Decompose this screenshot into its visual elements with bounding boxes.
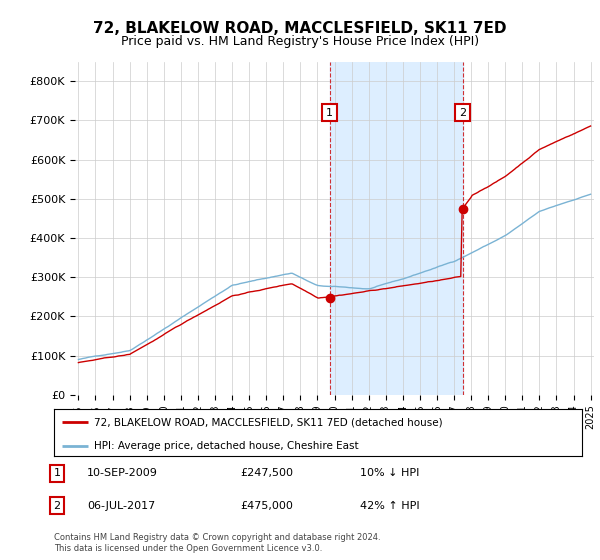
Text: 1: 1 [53, 468, 61, 478]
Text: 2: 2 [53, 501, 61, 511]
Text: 10-SEP-2009: 10-SEP-2009 [87, 468, 158, 478]
Text: 72, BLAKELOW ROAD, MACCLESFIELD, SK11 7ED (detached house): 72, BLAKELOW ROAD, MACCLESFIELD, SK11 7E… [94, 417, 442, 427]
Text: 10% ↓ HPI: 10% ↓ HPI [360, 468, 419, 478]
Bar [330, 62, 463, 395]
Text: Contains HM Land Registry data © Crown copyright and database right 2024.
This d: Contains HM Land Registry data © Crown c… [54, 533, 380, 553]
Text: HPI: Average price, detached house, Cheshire East: HPI: Average price, detached house, Ches… [94, 441, 358, 451]
Text: 2: 2 [459, 108, 466, 118]
Text: 72, BLAKELOW ROAD, MACCLESFIELD, SK11 7ED: 72, BLAKELOW ROAD, MACCLESFIELD, SK11 7E… [93, 21, 507, 36]
Text: £475,000: £475,000 [240, 501, 293, 511]
Text: £247,500: £247,500 [240, 468, 293, 478]
Text: Price paid vs. HM Land Registry's House Price Index (HPI): Price paid vs. HM Land Registry's House … [121, 35, 479, 48]
Text: 1: 1 [326, 108, 333, 118]
Text: 06-JUL-2017: 06-JUL-2017 [87, 501, 155, 511]
Text: 42% ↑ HPI: 42% ↑ HPI [360, 501, 419, 511]
